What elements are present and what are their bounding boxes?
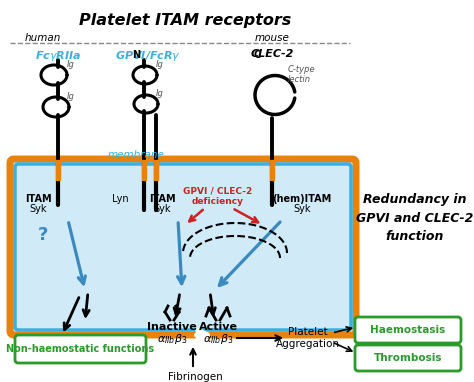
Text: Platelet ITAM receptors: Platelet ITAM receptors [79, 13, 291, 28]
Text: Active: Active [199, 322, 237, 332]
Text: $\alpha_{IIb}\beta_3$: $\alpha_{IIb}\beta_3$ [157, 332, 187, 346]
Text: ITAM: ITAM [25, 194, 51, 204]
Bar [142, 160, 146, 180]
Text: GPVI / CLEC-2: GPVI / CLEC-2 [183, 187, 253, 196]
Text: C-type
lectin: C-type lectin [288, 65, 316, 84]
Text: Thrombosis: Thrombosis [374, 353, 442, 363]
Text: mouse: mouse [255, 33, 290, 43]
Text: human: human [25, 33, 61, 43]
FancyBboxPatch shape [10, 159, 356, 335]
Text: Ig: Ig [67, 60, 75, 69]
Text: $\alpha_{IIb}\beta_3$: $\alpha_{IIb}\beta_3$ [203, 332, 233, 346]
Text: Fc$\gamma$RIIa: Fc$\gamma$RIIa [35, 49, 81, 63]
Text: Syk: Syk [153, 204, 171, 214]
FancyBboxPatch shape [355, 317, 461, 343]
Text: Ig: Ig [156, 89, 164, 98]
Bar [270, 160, 274, 180]
Text: Redundancy in
GPVI and CLEC-2
function: Redundancy in GPVI and CLEC-2 function [356, 194, 474, 243]
Text: Syk: Syk [293, 204, 311, 214]
Text: Ig: Ig [156, 60, 164, 69]
Text: (hem)ITAM: (hem)ITAM [273, 194, 332, 204]
Text: deficiency: deficiency [192, 197, 244, 206]
FancyBboxPatch shape [355, 345, 461, 371]
Text: Non-haemostatic functions: Non-haemostatic functions [6, 344, 154, 354]
Text: Platelet
Aggregation: Platelet Aggregation [276, 327, 340, 349]
Text: Syk: Syk [29, 204, 47, 214]
Text: C: C [254, 50, 261, 60]
Text: Inactive: Inactive [147, 322, 197, 332]
Bar [56, 160, 60, 180]
Text: Ig: Ig [67, 92, 75, 101]
Text: Fibrinogen: Fibrinogen [168, 372, 222, 382]
Bar [154, 160, 158, 180]
Text: Lyn: Lyn [112, 194, 128, 204]
Text: GPVI/FcR$\gamma$: GPVI/FcR$\gamma$ [115, 49, 181, 63]
FancyBboxPatch shape [15, 335, 146, 363]
Text: N: N [132, 50, 140, 60]
Text: ITAM: ITAM [149, 194, 175, 204]
Text: ?: ? [38, 226, 48, 244]
Text: Haemostasis: Haemostasis [370, 325, 446, 335]
Text: membrane: membrane [108, 150, 165, 160]
Text: CLEC-2: CLEC-2 [250, 49, 294, 59]
